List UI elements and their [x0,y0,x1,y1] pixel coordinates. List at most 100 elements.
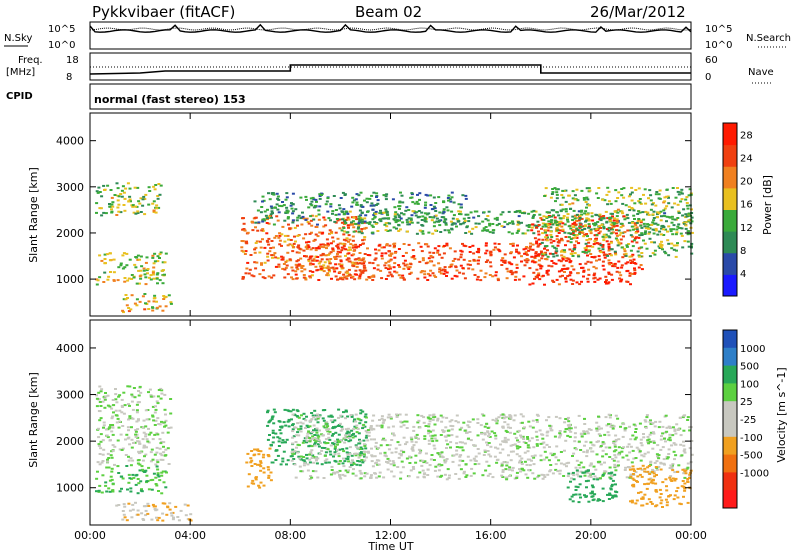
power-cell [584,249,588,252]
power-cell [449,200,453,203]
velocity-cell [458,446,462,449]
power-cell [412,255,416,257]
power-cell [357,245,361,248]
power-cell [516,230,520,232]
power-cell [690,231,694,234]
velocity-cell [395,413,398,416]
velocity-cell [549,452,553,455]
power-cell [586,260,590,263]
velocity-cell [369,427,372,430]
velocity-cell [646,451,650,454]
power-cell [662,234,666,236]
velocity-cell [352,428,356,431]
power-cell [253,248,257,251]
velocity-cell [598,499,602,501]
power-cell [132,211,136,214]
power-cell [102,211,106,214]
velocity-cell [301,422,305,425]
velocity-cell [683,448,687,451]
power-cell [326,274,330,277]
velocity-cell [355,463,359,466]
velocity-cell [364,421,368,424]
velocity-cell [369,425,373,427]
velocity-cell [495,422,499,425]
power-cell [684,227,688,230]
velocity-cell [161,470,165,473]
power-cell [419,271,423,274]
velocity-cell [611,458,615,460]
velocity-cell [500,464,504,467]
power-cell [609,248,613,251]
power-cell [677,193,681,196]
velocity-cell [114,393,118,396]
power-cell [361,205,365,208]
power-cell [439,231,443,233]
power-cell [103,189,106,191]
velocity-cell [487,435,490,438]
power-cell [308,270,312,273]
power-cell [444,218,448,221]
velocity-cell [652,440,656,443]
power-cell [544,231,547,234]
power-cell [397,248,401,250]
power-cell [334,213,338,216]
velocity-cell [309,451,313,454]
velocity-cell [491,476,495,479]
velocity-cell [587,500,591,503]
velocity-cell [333,419,337,422]
power-cell [307,222,311,225]
power-cell [138,300,142,303]
power-cell [594,238,598,240]
velocity-cell [506,423,510,426]
velocity-cell [330,415,334,418]
velocity-cell [352,432,355,435]
power-cell [615,224,619,227]
velocity-cell [297,434,301,437]
velocity-cell [565,462,569,465]
velocity-cell [310,412,314,414]
power-cell [604,236,608,239]
power-cell [147,308,151,310]
velocity-cell [540,433,544,436]
power-cell [469,211,473,214]
power-cell [290,276,293,279]
velocity-cell [136,401,140,404]
velocity-cell [683,489,687,492]
power-cell [674,196,678,199]
power-cell [561,189,565,192]
velocity-cell [380,415,384,418]
power-cell [360,230,363,233]
power-cell [670,221,674,224]
power-cell [665,188,669,191]
power-cell [112,279,116,282]
power-cell [115,214,119,216]
power-cell [251,229,255,232]
power-cell [554,200,557,203]
power-cell [427,212,431,215]
velocity-cell [333,451,337,454]
velocity-cell [562,463,566,466]
power-cell [609,232,613,235]
velocity-cell [476,422,480,424]
power-cell [388,229,392,232]
power-cell [308,275,312,278]
velocity-cell [516,447,520,449]
velocity-cell [650,470,654,473]
velocity-cell [259,450,263,453]
power-cell [268,198,272,201]
power-cell [329,205,333,208]
velocity-cell [338,422,342,425]
power-cell [348,246,351,249]
velocity-cell [151,503,155,506]
power-cell [650,223,654,226]
velocity-cell [601,441,605,444]
power-cell [479,279,483,282]
velocity-cell [472,444,476,447]
power-cell [398,216,402,219]
velocity-cell [531,419,535,422]
power-cell [423,212,427,215]
velocity-cell [652,472,656,475]
velocity-cell [326,448,330,451]
velocity-cell [567,472,571,475]
velocity-cell [328,430,332,433]
